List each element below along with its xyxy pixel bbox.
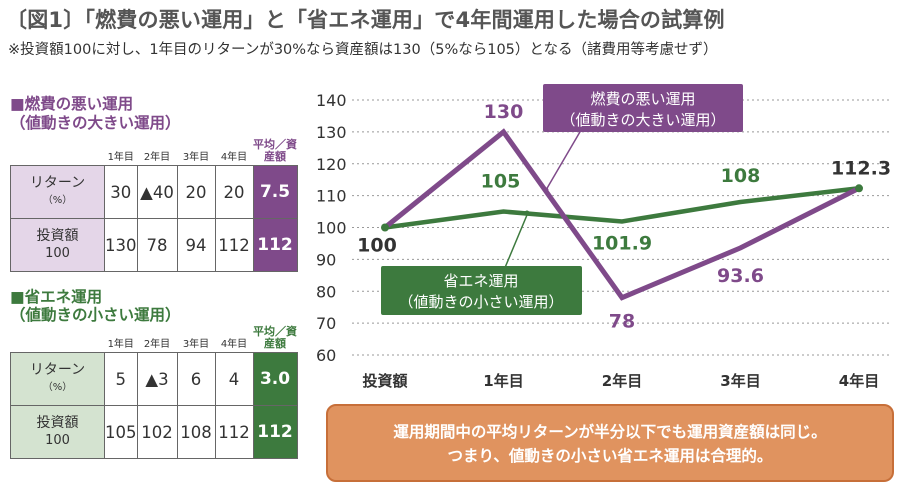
y-tick-label: 100 — [316, 219, 347, 238]
table1-subheading: （値動きの大きい運用） — [10, 114, 181, 132]
table2-return-avg: 3.0 — [252, 352, 298, 406]
x-tick-label: 1年目 — [483, 372, 523, 390]
table2-subheading: （値動きの小さい運用） — [10, 306, 181, 324]
purple-series-line — [383, 128, 861, 301]
table1-return-avg: 7.5 — [252, 165, 298, 219]
table1: 1年目 2年目 3年目 4年目 平均／資産額 リターン （%） 30 ▲40 20… — [10, 137, 298, 272]
table2: 1年目 2年目 3年目 4年目 平均／資産額 リターン （%） 5 ▲3 6 4 … — [10, 324, 298, 459]
x-tick-label: 3年目 — [720, 372, 760, 390]
green-series-line — [384, 186, 860, 230]
figure-subtitle: ※投資額100に対し、1年目のリターンが30%なら資産額は130（5%なら105… — [8, 42, 718, 58]
table1-invest-y2: 78 — [136, 218, 178, 272]
table1-header-year2: 2年目 — [143, 152, 171, 163]
green-data-label: 105 — [481, 171, 521, 193]
table2-invest-label: 投資額 100 — [10, 405, 105, 459]
purple-callout-leader — [545, 124, 585, 191]
y-tick-label: 110 — [316, 187, 347, 206]
table2-header-avg: 平均／資産額 — [253, 325, 297, 350]
green-callout-box — [381, 266, 582, 315]
green-callout-dot — [524, 210, 530, 216]
table2-invest-y3: 108 — [176, 405, 216, 459]
conclusion-box: 運用期間中の平均リターンが半分以下でも運用資産額は同じ。 つまり、値動きの小さい… — [326, 404, 894, 482]
x-tick-label: 4年目 — [839, 372, 879, 390]
purple-data-label: 93.6 — [717, 265, 764, 287]
table1-invest-label: 投資額 100 — [10, 218, 105, 272]
table2-header-year2: 2年目 — [143, 339, 171, 350]
y-tick-label: 90 — [316, 250, 336, 269]
purple-data-label: 130 — [484, 101, 524, 123]
y-tick-label: 80 — [316, 282, 336, 301]
purple-callout-line1: 燃費の悪い運用 — [590, 90, 695, 108]
table1-header-year3: 3年目 — [182, 152, 210, 163]
purple-data-label: 100 — [357, 235, 397, 257]
table1-invest-y3: 94 — [176, 218, 216, 272]
green-data-label: 101.9 — [592, 232, 652, 254]
purple-data-label: 112.3 — [831, 157, 891, 179]
figure-title: 〔図1〕「燃費の悪い運用」と「省エネ運用」で4年間運用した場合の試算例 — [6, 8, 725, 32]
y-tick-label: 120 — [316, 155, 347, 174]
table2-invest-y2: 102 — [136, 405, 178, 459]
green-callout-line2: （値動きの小さい運用） — [398, 293, 563, 311]
x-tick-label: 投資額 — [362, 372, 407, 390]
green-data-label: 108 — [721, 165, 761, 187]
purple-callout-box — [543, 84, 743, 132]
x-tick-label: 2年目 — [602, 372, 642, 390]
table1-return-y1: 30 — [104, 165, 138, 219]
conclusion-line2: つまり、値動きの小さい省エネ運用は合理的。 — [447, 447, 773, 465]
purple-data-label: 78 — [609, 311, 635, 333]
table2-header-year3: 3年目 — [182, 339, 210, 350]
table2-header-year4: 4年目 — [220, 339, 248, 350]
green-callout-leader — [503, 214, 528, 271]
table2-return-y1: 5 — [104, 352, 138, 406]
green-callout-line1: 省エネ運用 — [443, 272, 518, 290]
table1-return-y3: 20 — [176, 165, 216, 219]
start-point-marker — [381, 223, 389, 232]
table2-return-y3: 6 — [176, 352, 216, 406]
table1-invest-total: 112 — [252, 218, 298, 272]
table1-invest-y4: 112 — [214, 218, 254, 272]
table2-heading: ■省エネ運用 — [10, 288, 103, 306]
table2-invest-total: 112 — [252, 405, 298, 459]
purple-callout-dot — [543, 187, 549, 193]
end-point-marker — [855, 184, 863, 193]
conclusion-line1: 運用期間中の平均リターンが半分以下でも運用資産額は同じ。 — [393, 423, 827, 441]
table2-return-label: リターン （%） — [10, 352, 105, 406]
y-tick-label: 140 — [316, 91, 347, 110]
table2-invest-y4: 112 — [214, 405, 254, 459]
table1-invest-y1: 130 — [104, 218, 138, 272]
table2-invest-y1: 105 — [104, 405, 138, 459]
y-tick-label: 130 — [316, 123, 347, 142]
table1-header-year1: 1年目 — [107, 152, 134, 163]
table2-header-year1: 1年目 — [107, 339, 134, 350]
y-tick-label: 70 — [316, 314, 336, 333]
table1-header-year4: 4年目 — [220, 152, 248, 163]
y-tick-label: 60 — [316, 346, 336, 365]
purple-callout-line2: （値動きの大きい運用） — [560, 111, 725, 129]
table1-header-avg: 平均／資産額 — [253, 138, 297, 163]
table1-heading: ■燃費の悪い運用 — [10, 95, 134, 113]
